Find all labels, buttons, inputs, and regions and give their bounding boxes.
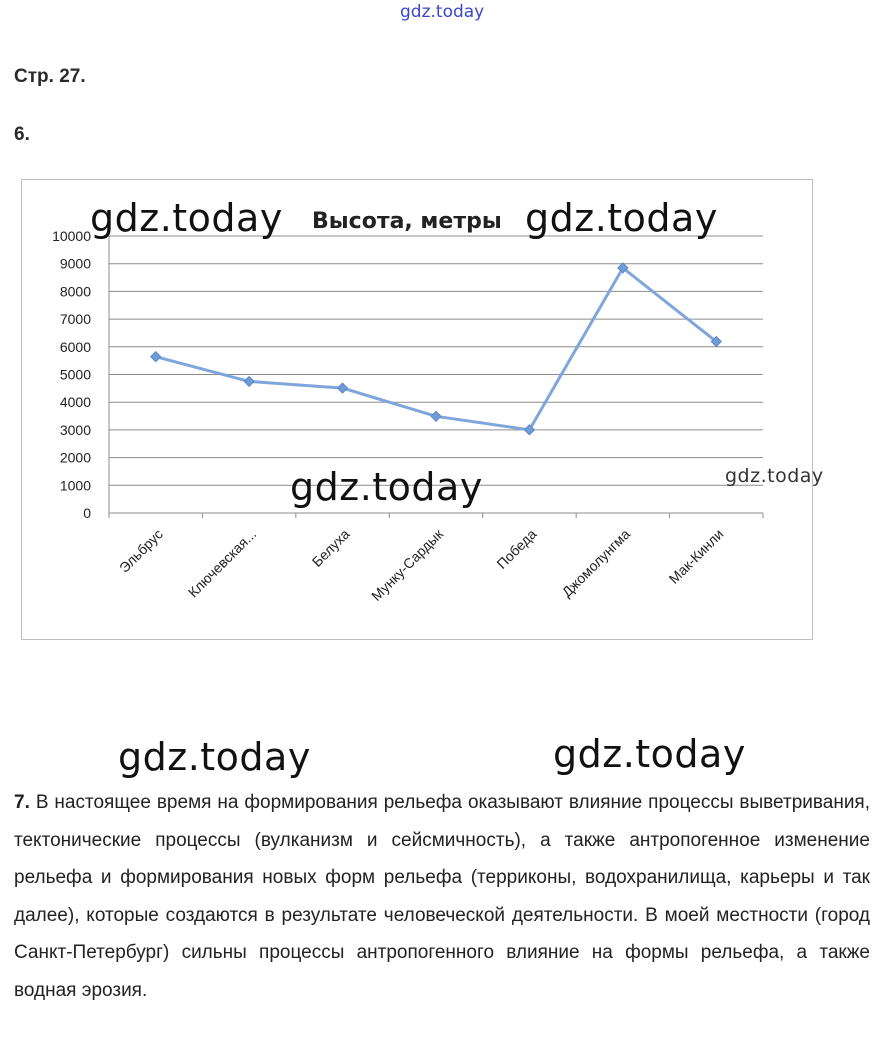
x-tick-label: Белуха: [309, 526, 353, 570]
y-tick-label: 5000: [60, 367, 91, 383]
y-tick-label: 9000: [60, 256, 91, 272]
y-tick-label: 4000: [60, 394, 91, 410]
data-point: [523, 424, 536, 436]
y-tick-label: 2000: [60, 450, 91, 466]
line-chart: Высота, метры 0 1000 2000 3000 4000 5000 6000 70…: [52, 209, 764, 604]
x-tick-label: Мунку-Сардык: [368, 525, 447, 604]
y-tick-label: 6000: [60, 339, 91, 355]
header-watermark: gdz.today: [400, 2, 485, 22]
x-tick-label: Победа: [493, 526, 539, 572]
data-point: [150, 351, 162, 363]
data-point: [617, 262, 629, 274]
chart-container: Высота, метры 0 1000 2000 3000 4000 5000 6000 70…: [21, 179, 813, 640]
watermark-lower-right: gdz.today: [553, 732, 746, 776]
series-line: [155, 266, 718, 432]
watermark-chart-middle: gdz.today: [290, 465, 483, 509]
y-tick-label: 0: [83, 505, 91, 521]
y-tick-label: 8000: [60, 283, 91, 299]
x-tick-label: Эльбрус: [116, 526, 166, 576]
chart-title: Высота, метры: [312, 209, 502, 234]
x-tick-label: Джомолунгма: [559, 526, 634, 601]
watermark-chart-small: gdz.today: [725, 465, 824, 487]
y-tick-label: 3000: [60, 422, 91, 438]
y-tick-label: 7000: [60, 311, 91, 327]
watermark-chart-right: gdz.today: [525, 196, 718, 240]
y-tick-label: 1000: [60, 477, 91, 493]
x-tick-label: Мак-Кинли: [666, 526, 727, 587]
data-point: [336, 382, 349, 394]
page-label: Стр. 27.: [14, 66, 86, 87]
task-6-number: 6.: [14, 124, 30, 145]
data-point: [710, 335, 722, 348]
watermark-chart-left: gdz.today: [90, 196, 283, 240]
x-tick-label: Ключевская...: [185, 526, 260, 601]
task-7-number: 7.: [14, 792, 30, 813]
data-point: [430, 410, 442, 423]
data-point: [243, 375, 255, 388]
task-7-answer: 7. В настоящее время на формирования рел…: [14, 784, 870, 1009]
task-7-text: В настоящее время на формирования рельеф…: [14, 792, 870, 1001]
y-tick-label: 10000: [52, 228, 91, 244]
watermark-lower-left: gdz.today: [118, 735, 311, 779]
